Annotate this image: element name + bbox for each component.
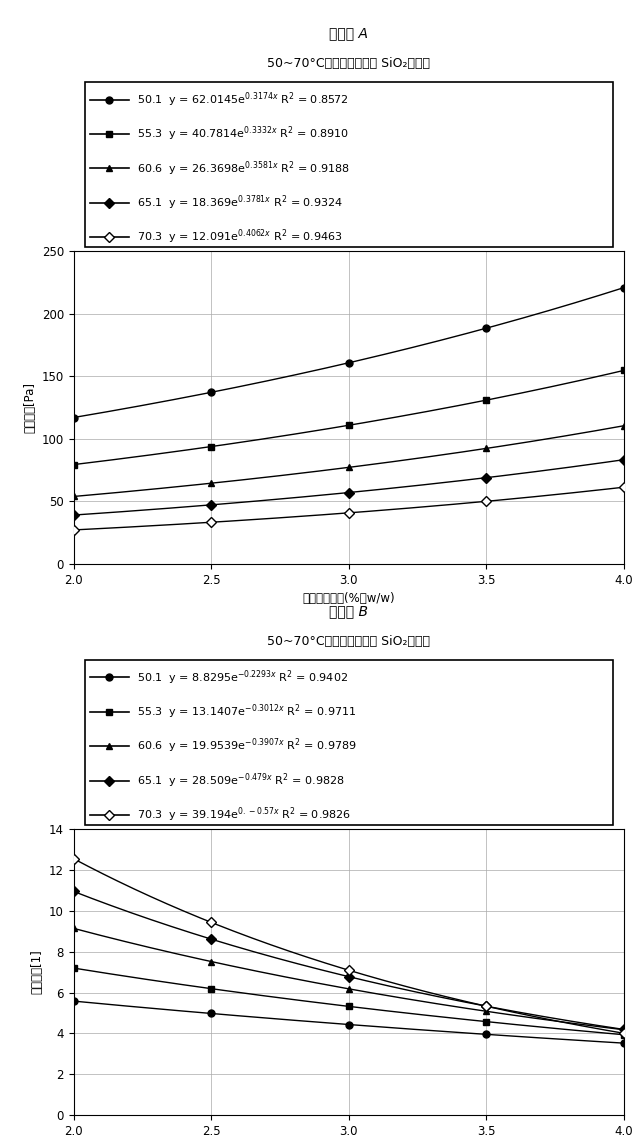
Text: 60.6  y = 19.9539e$^{-0.3907x}$ R$^2$ = 0.9789: 60.6 y = 19.9539e$^{-0.3907x}$ R$^2$ = 0… bbox=[137, 737, 356, 755]
Y-axis label: 損失係数[Pa]: 損失係数[Pa] bbox=[23, 382, 36, 432]
Text: 55.3  y = 40.7814e$^{0.3332x}$ R$^2$ = 0.8910: 55.3 y = 40.7814e$^{0.3332x}$ R$^2$ = 0.… bbox=[137, 125, 349, 143]
Text: 50.1  y = 62.0145e$^{0.3174x}$ R$^2$ = 0.8572: 50.1 y = 62.0145e$^{0.3174x}$ R$^2$ = 0.… bbox=[137, 90, 349, 109]
Text: 70.3  y = 39.194e$^{0.-0.57x}$ R$^2$ = 0.9826: 70.3 y = 39.194e$^{0.-0.57x}$ R$^2$ = 0.… bbox=[137, 805, 351, 824]
Text: 60.6  y = 26.3698e$^{0.3581x}$ R$^2$ = 0.9188: 60.6 y = 26.3698e$^{0.3581x}$ R$^2$ = 0.… bbox=[137, 159, 350, 177]
Y-axis label: 減衰定数[1]: 減衰定数[1] bbox=[30, 950, 44, 994]
X-axis label: 二酸化ケイ素(%、w/w): 二酸化ケイ素(%、w/w) bbox=[303, 593, 395, 605]
Text: パネル A: パネル A bbox=[330, 26, 368, 40]
Text: パネル B: パネル B bbox=[330, 604, 368, 618]
Text: 70.3  y = 12.091e$^{0.4062x}$ R$^2$ = 0.9463: 70.3 y = 12.091e$^{0.4062x}$ R$^2$ = 0.9… bbox=[137, 228, 343, 246]
Text: 50~70°Cでの損失係数対 SiO₂含有量: 50~70°Cでの損失係数対 SiO₂含有量 bbox=[268, 57, 430, 70]
Text: 65.1  y = 18.369e$^{0.3781x}$ R$^2$ = 0.9324: 65.1 y = 18.369e$^{0.3781x}$ R$^2$ = 0.9… bbox=[137, 193, 343, 212]
Text: 65.1  y = 28.509e$^{-0.479x}$ R$^2$ = 0.9828: 65.1 y = 28.509e$^{-0.479x}$ R$^2$ = 0.9… bbox=[137, 771, 344, 789]
Text: 55.3  y = 13.1407e$^{-0.3012x}$ R$^2$ = 0.9711: 55.3 y = 13.1407e$^{-0.3012x}$ R$^2$ = 0… bbox=[137, 702, 356, 721]
Text: 50~70°Cでの減衰定数対 SiO₂含有量: 50~70°Cでの減衰定数対 SiO₂含有量 bbox=[268, 635, 430, 649]
Text: 50.1  y = 8.8295e$^{-0.2293x}$ R$^2$ = 0.9402: 50.1 y = 8.8295e$^{-0.2293x}$ R$^2$ = 0.… bbox=[137, 668, 348, 686]
